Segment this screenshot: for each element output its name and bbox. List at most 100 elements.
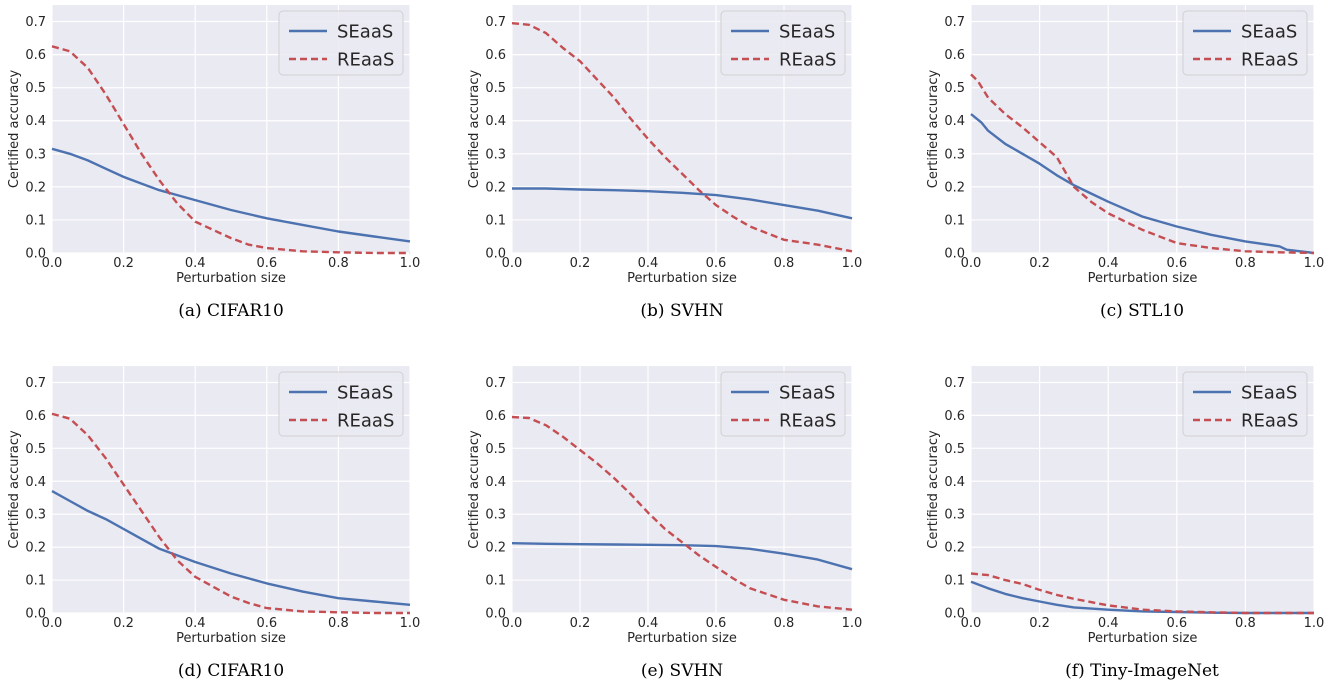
y-tick-label: 0.1 xyxy=(485,574,506,589)
x-tick-label: 0.2 xyxy=(113,616,134,631)
y-tick-label: 0.3 xyxy=(944,508,965,523)
series-line-seaas xyxy=(512,187,853,220)
x-tick-label: 1.0 xyxy=(842,616,863,631)
x-tick-label: 0.4 xyxy=(638,256,659,271)
y-axis-label: Certified accuracy xyxy=(7,70,22,189)
figure-caption: (b) SVHN xyxy=(640,301,723,321)
chart-panel-2: 0.0 0.1 0.2 0.3 0.4 0.5 0.6 0.7 0.0 0.2 0.4 0.6 0.8 1… xyxy=(467,5,862,321)
legend-label: REaaS xyxy=(779,411,836,432)
x-tick-label: 0.2 xyxy=(1029,616,1050,631)
legend-box xyxy=(278,371,404,437)
legend: SEaaS REaaS xyxy=(1182,371,1308,437)
y-tick-label: 0.0 xyxy=(25,607,46,622)
y-tick-label: 0.2 xyxy=(25,541,46,556)
series-line-reaas xyxy=(51,412,410,615)
chart-panel-4: 0.0 0.1 0.2 0.3 0.4 0.5 0.6 0.7 0.0 0.2 0.4 0.6 0.8 1… xyxy=(7,366,420,681)
legend: SEaaS REaaS xyxy=(1182,10,1308,76)
x-tick-label: 0.0 xyxy=(502,256,523,271)
y-tick-label: 0.6 xyxy=(944,48,965,63)
legend-label: REaaS xyxy=(1241,50,1298,71)
y-tick-label: 0.1 xyxy=(944,574,965,589)
x-tick-label: 1.0 xyxy=(1304,616,1325,631)
y-tick-label: 0.3 xyxy=(25,508,46,523)
y-tick-label: 0.6 xyxy=(485,409,506,424)
y-tick-label: 0.7 xyxy=(944,15,965,30)
x-axis-label: Perturbation size xyxy=(176,631,286,646)
y-tick-label: 0.3 xyxy=(25,147,46,162)
x-tick-label: 0.2 xyxy=(113,256,134,271)
legend-label: REaaS xyxy=(337,50,394,71)
x-axis-label: Perturbation size xyxy=(176,271,286,286)
series-line-seaas xyxy=(511,542,853,571)
legend-box xyxy=(1182,371,1308,437)
x-tick-label: 0.8 xyxy=(774,616,795,631)
y-tick-label: 0.4 xyxy=(485,475,506,490)
legend-label: SEaaS xyxy=(1241,22,1297,43)
series-line-seaas xyxy=(970,113,1315,255)
series-line-seaas xyxy=(51,490,411,606)
x-tick-label: 0.6 xyxy=(1166,616,1187,631)
chart-panel-6: 0.0 0.1 0.2 0.3 0.4 0.5 0.6 0.7 0.0 0.2 0.4 0.6 0.8 1… xyxy=(926,366,1324,681)
y-tick-label: 0.5 xyxy=(485,442,506,457)
series-line-reaas xyxy=(511,22,853,253)
y-tick-label: 0.6 xyxy=(944,409,965,424)
y-tick-label: 0.2 xyxy=(485,180,506,195)
x-tick-label: 0.0 xyxy=(42,616,63,631)
y-tick-label: 0.6 xyxy=(25,48,46,63)
legend-label: REaaS xyxy=(337,411,394,432)
series-line-seaas xyxy=(970,580,1314,615)
x-tick-label: 0.2 xyxy=(1029,256,1050,271)
y-axis-label: Certified accuracy xyxy=(926,70,941,189)
y-tick-label: 0.3 xyxy=(485,508,506,523)
y-tick-label: 0.1 xyxy=(25,574,46,589)
y-axis-label: Certified accuracy xyxy=(467,430,482,549)
y-tick-label: 0.7 xyxy=(25,15,46,30)
x-tick-label: 1.0 xyxy=(400,616,421,631)
y-tick-label: 0.5 xyxy=(485,81,506,96)
figure-caption: (a) CIFAR10 xyxy=(178,301,284,321)
y-tick-label: 0.1 xyxy=(944,213,965,228)
legend-box xyxy=(720,371,846,437)
legend-label: REaaS xyxy=(1241,411,1298,432)
y-tick-label: 0.1 xyxy=(485,213,506,228)
y-axis-label: Certified accuracy xyxy=(926,430,941,549)
y-tick-label: 0.0 xyxy=(944,607,965,622)
x-tick-label: 1.0 xyxy=(400,256,421,271)
y-tick-label: 0.6 xyxy=(485,48,506,63)
chart-panel-1: 0.0 0.1 0.2 0.3 0.4 0.5 0.6 0.7 0.0 0.2 0.4 0.6 0.8 1… xyxy=(7,5,420,321)
legend: SEaaS REaaS xyxy=(278,10,404,76)
legend-label: SEaaS xyxy=(337,22,393,43)
x-axis-label: Perturbation size xyxy=(627,631,737,646)
x-tick-label: 0.8 xyxy=(328,256,349,271)
x-tick-label: 0.0 xyxy=(42,256,63,271)
x-tick-label: 0.8 xyxy=(328,616,349,631)
y-axis-label: Certified accuracy xyxy=(467,70,482,189)
x-tick-label: 0.0 xyxy=(961,256,982,271)
y-tick-label: 0.5 xyxy=(25,81,46,96)
y-tick-label: 0.4 xyxy=(25,475,46,490)
legend-label: SEaaS xyxy=(337,383,393,404)
legend-box xyxy=(720,10,846,76)
x-tick-label: 0.0 xyxy=(961,616,982,631)
y-axis-label: Certified accuracy xyxy=(7,430,22,549)
y-tick-label: 0.2 xyxy=(25,180,46,195)
x-tick-label: 0.2 xyxy=(570,256,591,271)
x-tick-label: 1.0 xyxy=(842,256,863,271)
y-tick-label: 0.7 xyxy=(25,376,46,391)
figure-caption: (e) SVHN xyxy=(641,661,723,681)
x-tick-label: 0.2 xyxy=(570,616,591,631)
y-tick-label: 0.3 xyxy=(944,147,965,162)
y-tick-label: 0.0 xyxy=(25,247,46,262)
x-axis-label: Perturbation size xyxy=(1088,271,1198,286)
y-tick-label: 0.4 xyxy=(944,114,965,129)
y-tick-label: 0.5 xyxy=(25,442,46,457)
figure-caption: (c) STL10 xyxy=(1100,301,1184,321)
figure-caption: (d) CIFAR10 xyxy=(178,661,284,681)
y-tick-label: 0.1 xyxy=(25,213,46,228)
x-tick-label: 0.6 xyxy=(256,256,277,271)
x-tick-label: 0.8 xyxy=(774,256,795,271)
series-line-reaas xyxy=(970,73,1315,255)
y-tick-label: 0.7 xyxy=(485,376,506,391)
series-line-seaas xyxy=(51,147,411,243)
x-tick-label: 0.4 xyxy=(638,616,659,631)
